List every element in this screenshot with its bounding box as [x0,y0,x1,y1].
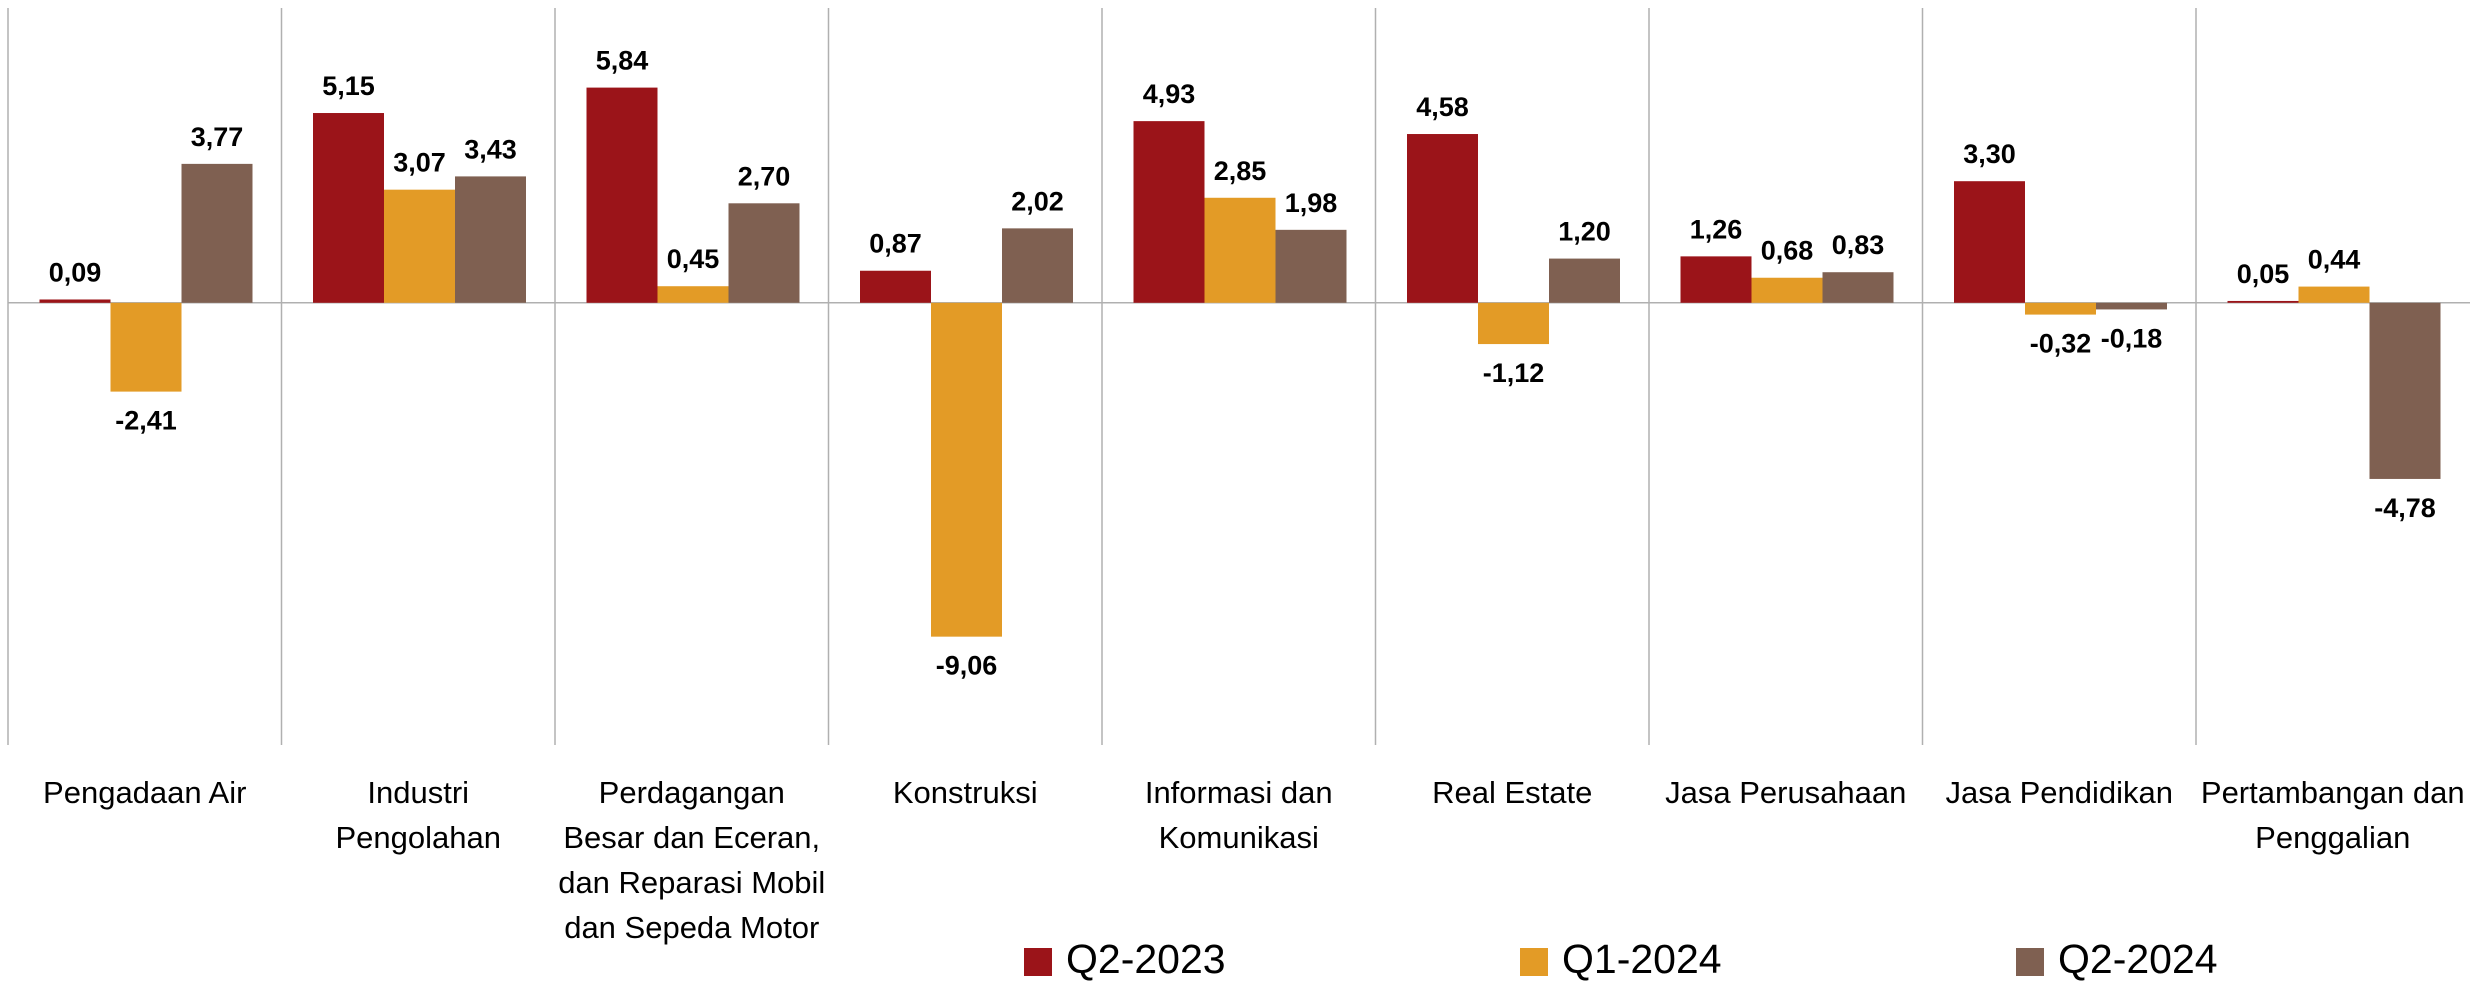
x-tick-label: Real Estate [1432,775,1593,810]
value-label: 2,02 [1011,186,1064,216]
bar [1002,228,1073,303]
bar [1478,302,1549,345]
x-tick-label: Informasi dan Komunikasi [1144,775,1333,855]
value-label: 2,70 [738,161,791,191]
x-tick-label: Perdagangan Besar dan Eceran, dan Repara… [558,775,826,945]
x-tick-label: Jasa Pendidikan [1945,775,2174,810]
bar [110,302,182,392]
legend-label: Q1-2024 [1562,936,1722,982]
bar [860,270,931,303]
bar [1751,277,1823,303]
legend-label: Q2-2024 [2058,936,2218,982]
value-label: 1,20 [1558,217,1611,247]
bar [1680,256,1752,303]
x-tick-label: Konstruksi [892,775,1038,810]
value-label: -0,32 [2030,329,2092,359]
value-label: 1,98 [1285,188,1338,218]
value-label: -4,78 [2374,493,2436,523]
value-label: 0,87 [869,229,922,259]
legend-label: Q2-2023 [1066,936,1226,982]
value-label: 0,83 [1832,230,1885,260]
bar [2227,300,2299,303]
legend-swatch [1024,948,1052,976]
bar [657,286,729,303]
value-label: -2,41 [115,406,177,436]
value-label: 3,07 [393,148,446,178]
bar [1954,181,2025,303]
legend-swatch [1520,948,1548,976]
x-tick-label: Pertambangan dan Penggalian [2200,775,2465,855]
value-label: 0,68 [1761,236,1814,266]
x-tick-label: Pengadaan Air [43,775,247,810]
bar [2025,302,2096,315]
value-label: 5,15 [322,71,375,101]
bar [586,87,658,303]
value-label: 0,44 [2308,245,2361,275]
value-label: 2,85 [1214,156,1267,186]
bar [1204,197,1276,303]
bar [313,113,384,303]
value-label: -0,18 [2101,323,2163,353]
value-label: 0,45 [667,244,720,274]
bar [1133,121,1205,303]
value-label: 5,84 [596,46,649,76]
x-tick-label: Industri Pengolahan [335,775,502,855]
value-label: 4,93 [1143,79,1196,109]
bar [1275,229,1347,303]
value-label: 3,43 [464,134,517,164]
bar [39,299,111,303]
value-label: -9,06 [936,651,998,681]
value-label: 1,26 [1690,214,1743,244]
value-label: -1,12 [1483,358,1545,388]
bar [2096,302,2167,310]
legend-swatch [2016,948,2044,976]
bar [728,203,800,303]
x-tick-label: Jasa Perusahaan [1665,775,1907,810]
bar [1549,258,1620,303]
value-label: 3,30 [1963,139,2016,169]
bar [2369,302,2441,479]
bar [181,163,253,303]
value-label: 3,77 [191,122,244,152]
bar [455,176,526,303]
value-label: 4,58 [1416,92,1469,122]
bar [384,189,455,303]
bar [1407,134,1478,303]
value-label: 0,09 [49,257,102,287]
value-label: 0,05 [2237,259,2290,289]
bar [931,302,1002,637]
bar [2298,286,2370,303]
bar [1822,272,1894,303]
